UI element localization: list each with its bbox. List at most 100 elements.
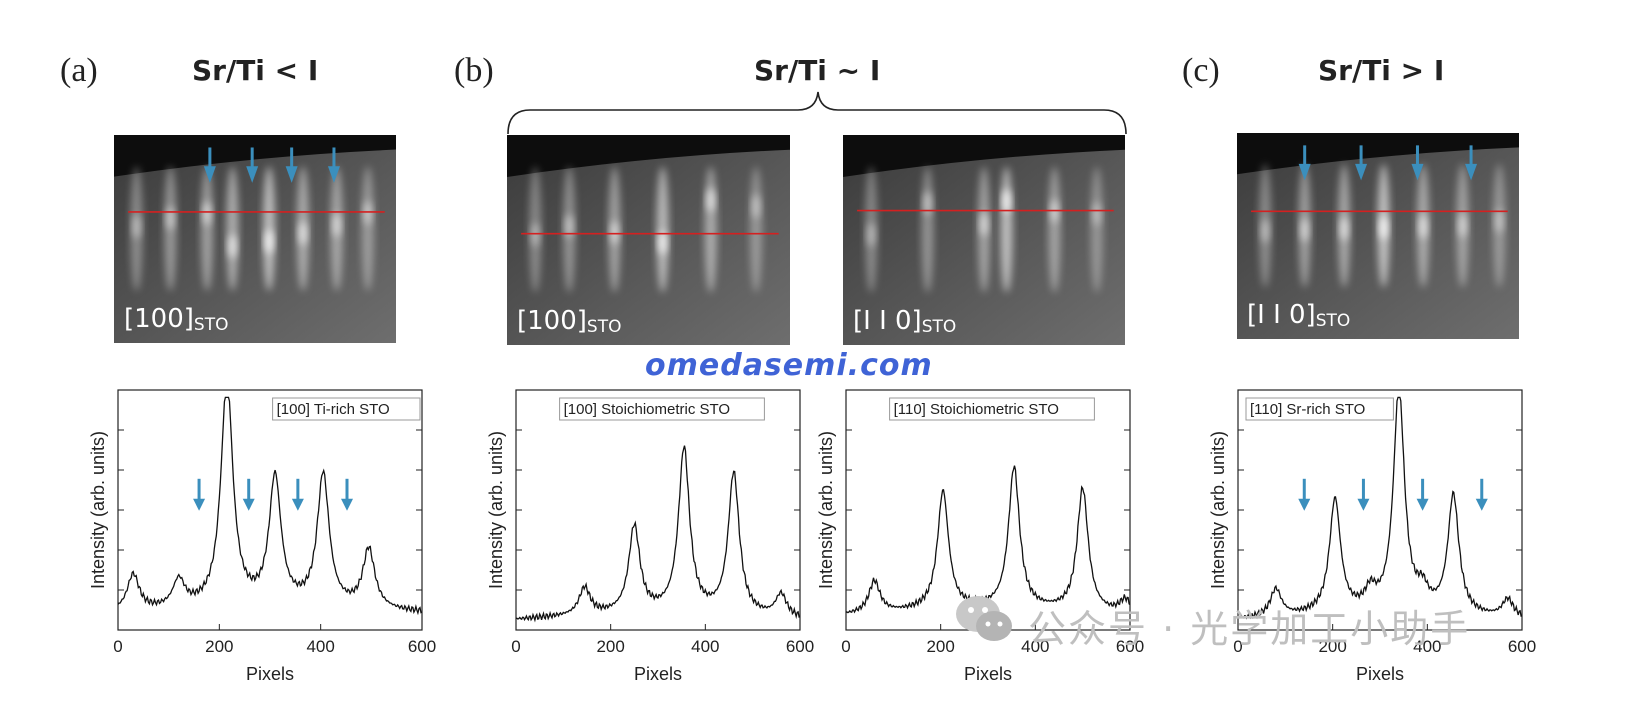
x-tick-label: 0 <box>113 637 122 656</box>
panel-a-letter: (a) <box>60 52 98 89</box>
rheed-label-c: [I I 0]STO <box>1247 300 1351 331</box>
rheed-spot <box>610 220 619 245</box>
rheed-shadow <box>843 135 1125 177</box>
x-axis-label: Pixels <box>964 664 1012 684</box>
intensity-profile-line <box>845 465 1131 614</box>
panel-b-letter: (b) <box>454 52 494 89</box>
brace-panel-b <box>507 91 1127 135</box>
x-tick-label: 400 <box>691 637 719 656</box>
rheed-label-b2: [I I 0]STO <box>853 306 957 337</box>
legend-box <box>559 397 765 421</box>
y-axis-label: Intensity (arb. units) <box>486 431 506 589</box>
rheed-image-b2: [I I 0]STO <box>843 135 1125 345</box>
y-axis-label: Intensity (arb. units) <box>88 431 108 589</box>
arrow-down-icon <box>1411 145 1424 181</box>
arrow-down-icon <box>1465 145 1478 181</box>
legend-label: [110] Sr-rich STO <box>1250 401 1365 418</box>
rheed-label-a: [100]STO <box>124 304 229 335</box>
site-watermark: omedasemi.com <box>645 348 933 383</box>
x-axis-label: Pixels <box>634 664 682 684</box>
x-tick-label: 200 <box>1318 637 1346 656</box>
plot-frame <box>1237 389 1523 631</box>
rheed-streak <box>1000 166 1013 293</box>
legend-label: [110] Stoichiometric STO <box>894 401 1059 418</box>
rheed-shadow <box>1237 133 1519 175</box>
rheed-streak <box>201 166 214 291</box>
rheed-spot <box>752 194 761 219</box>
arrow-down-icon <box>1298 145 1311 181</box>
arrow-down-icon <box>242 478 255 511</box>
rheed-image-c: [I I 0]STO <box>1237 133 1519 339</box>
panel-b-heading: Sr/Ti ~ I <box>754 54 881 87</box>
rheed-image-b1: [100]STO <box>507 135 790 345</box>
rheed-spot <box>706 188 715 213</box>
x-tick-label: 400 <box>1413 637 1441 656</box>
arrow-down-icon <box>291 478 304 511</box>
legend-box <box>272 397 421 421</box>
plot-frame <box>515 389 801 631</box>
arrow-down-icon <box>1475 478 1488 511</box>
profile-plot-a: 0 200 400 600 Pixels Intensity (arb. units) [1… <box>80 388 440 688</box>
rheed-spot <box>228 234 237 259</box>
rheed-spot <box>203 201 212 226</box>
x-tick-label: 0 <box>1233 637 1242 656</box>
rheed-spot <box>166 206 175 231</box>
rheed-spot <box>1458 213 1467 238</box>
rheed-label-b1: [100]STO <box>517 306 622 337</box>
rheed-spot <box>265 229 274 254</box>
arrow-down-icon <box>341 478 354 511</box>
rheed-spot <box>658 230 667 255</box>
rheed-streak <box>1090 166 1103 293</box>
arrow-down-icon <box>246 147 259 183</box>
x-tick-label: 600 <box>1116 637 1144 656</box>
legend-label: [100] Stoichiometric STO <box>564 401 730 418</box>
x-tick-label: 200 <box>205 637 233 656</box>
intensity-profile-line <box>1237 396 1523 620</box>
x-tick-label: 0 <box>841 637 850 656</box>
wechat-watermark: 公众号 · 光学加工小助手 <box>1028 607 1471 651</box>
arrow-down-icon <box>1298 478 1311 511</box>
x-tick-label: 400 <box>306 637 334 656</box>
legend-label: [100] Ti-rich STO <box>277 401 390 418</box>
rheed-spot <box>363 201 372 225</box>
rheed-spot <box>1261 218 1270 243</box>
arrow-down-icon <box>327 147 340 183</box>
wechat-icon <box>954 592 1016 646</box>
rheed-spot <box>1379 215 1388 240</box>
rheed-spot <box>1340 216 1349 241</box>
rheed-streak <box>361 166 374 291</box>
legend-box <box>1245 397 1394 421</box>
profile-plot-b2: 0 200 400 600 Pixels Intensity (arb. units) [1… <box>808 388 1148 688</box>
x-tick-label: 200 <box>596 637 624 656</box>
arrow-down-icon <box>285 147 298 183</box>
rheed-shadow <box>507 135 790 177</box>
rheed-spot <box>1092 201 1101 226</box>
profile-plot-b1: 0 200 400 600 Pixels Intensity (arb. units) [1… <box>478 388 818 688</box>
x-tick-label: 200 <box>926 637 954 656</box>
x-axis-label: Pixels <box>246 664 294 684</box>
rheed-spot <box>867 222 876 247</box>
rheed-streak <box>750 166 763 293</box>
rheed-spot <box>332 212 341 237</box>
arrow-down-icon <box>1416 478 1429 511</box>
arrow-down-icon <box>1357 478 1370 511</box>
rheed-spot <box>565 214 574 239</box>
arrow-down-icon <box>1355 145 1368 181</box>
legend-box <box>889 397 1095 421</box>
rheed-streak <box>704 166 717 293</box>
arrow-down-icon <box>193 478 206 511</box>
rheed-spot <box>980 212 988 237</box>
rheed-streak <box>263 166 276 291</box>
x-axis-label: Pixels <box>1356 664 1404 684</box>
rheed-streak <box>1048 166 1061 293</box>
intensity-profile-line <box>515 445 801 623</box>
x-tick-label: 600 <box>786 637 814 656</box>
arrow-down-icon <box>203 147 216 183</box>
x-tick-label: 600 <box>408 637 436 656</box>
rheed-spot <box>923 191 932 216</box>
x-tick-label: 0 <box>511 637 520 656</box>
rheed-streak <box>921 166 934 293</box>
x-tick-label: 600 <box>1508 637 1536 656</box>
panel-c-letter: (c) <box>1182 52 1220 89</box>
y-axis-label: Intensity (arb. units) <box>816 431 836 589</box>
